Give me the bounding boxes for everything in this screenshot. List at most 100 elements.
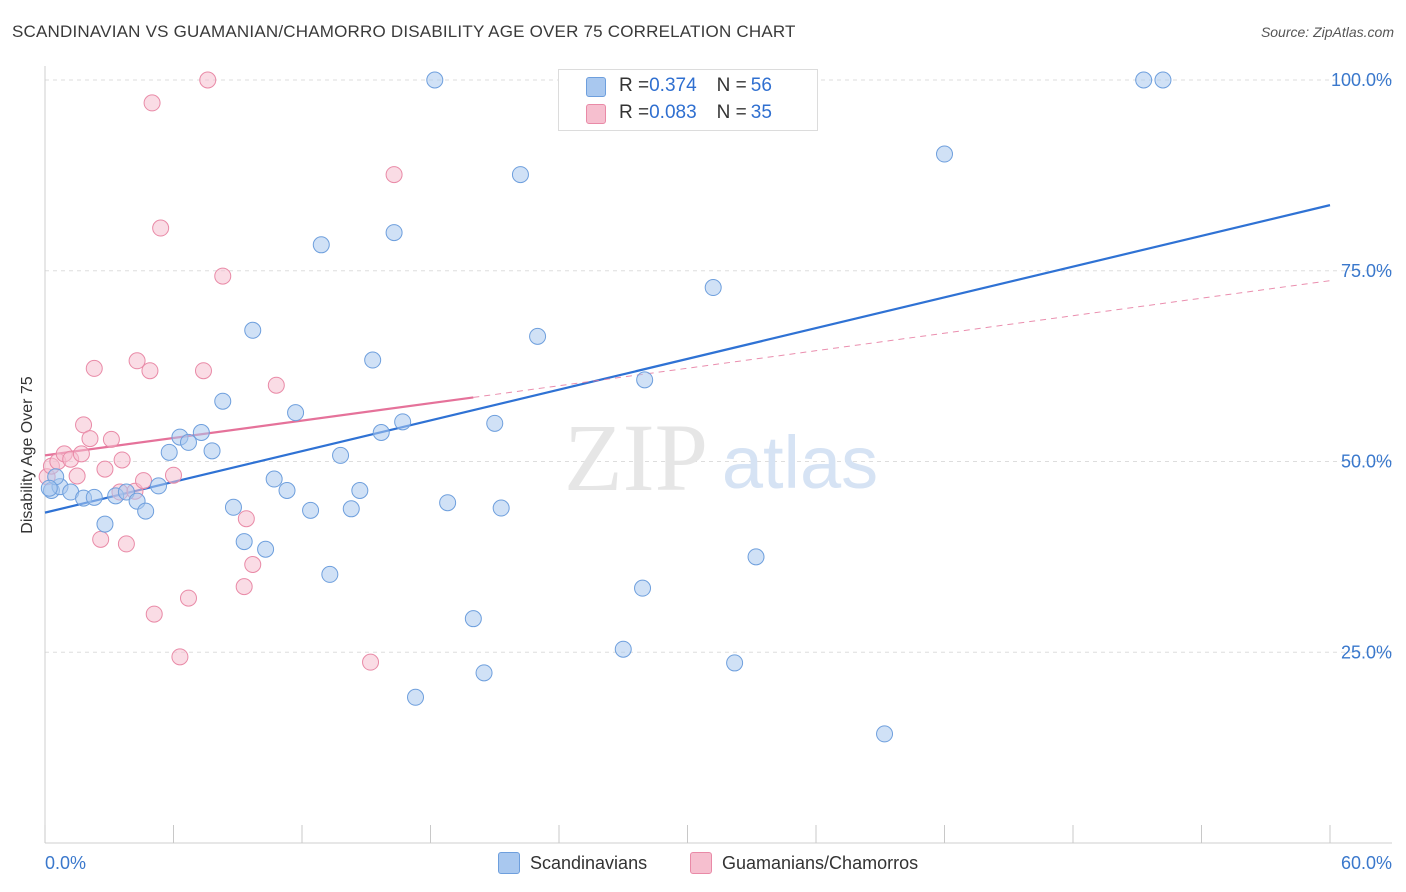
guamanian-point [92, 530, 110, 548]
guamanian-point [179, 589, 197, 607]
scandinavian-point [747, 548, 765, 566]
x-tick-label: 60.0% [1341, 853, 1392, 873]
guamanian-point [171, 648, 189, 666]
scandinavian-point [85, 488, 103, 506]
stats-row-scandinavian: R = 0.374 N = 56 [559, 74, 772, 98]
n-label: N = [716, 102, 747, 123]
watermark-zip: ZIP [564, 404, 708, 511]
guamanian-point [214, 267, 232, 285]
guamanian-trend-extension [473, 280, 1331, 398]
guamanian-point [235, 578, 253, 596]
n-label: N = [716, 75, 747, 96]
tick-labels: 25.0% 50.0% 75.0% 100.0% 0.0% 60.0% [45, 70, 1392, 873]
scandinavian-point [203, 442, 221, 460]
scandinavian-point [636, 371, 654, 389]
scandinavian-point [704, 279, 722, 297]
guamanian-point [81, 430, 99, 448]
guamanian-point [194, 362, 212, 380]
watermark: ZIP atlas [564, 404, 878, 511]
scandinavian-point [486, 414, 504, 432]
guamanian-points [38, 71, 403, 671]
scandinavian-point [244, 321, 262, 339]
guamanian-point [135, 472, 153, 490]
guamanian-point [96, 460, 114, 478]
guamanian-point [165, 466, 182, 484]
guamanian-point [85, 359, 103, 377]
scandinavian-point [385, 224, 403, 242]
chart-title: SCANDINAVIAN VS GUAMANIAN/CHAMORRO DISAB… [12, 22, 796, 41]
guamanian-point [362, 653, 380, 671]
y-tick-label: 75.0% [1341, 261, 1392, 281]
legend-swatch-blue [498, 852, 520, 874]
scandinavian-trend-line [44, 204, 1331, 514]
scandinavian-point [364, 351, 382, 369]
guamanian-point [72, 445, 90, 463]
scandinavian-point [511, 166, 529, 184]
y-tick-label: 25.0% [1341, 642, 1392, 662]
scandinavian-point [278, 481, 296, 499]
n-value: 35 [750, 102, 772, 123]
r-value: 0.083 [649, 102, 697, 123]
guamanian-point [102, 430, 120, 448]
stats-row-guamanian: R = 0.083 N = 35 [559, 101, 772, 125]
legend-blue-swatch [586, 77, 606, 97]
scandinavian-point [372, 424, 390, 442]
guamanian-point [145, 605, 163, 623]
scandinavian-point [192, 424, 210, 442]
scandinavian-point [464, 610, 482, 628]
scandinavian-point [726, 654, 744, 672]
legend-swatch-pink [690, 852, 712, 874]
guamanian-point [267, 376, 285, 394]
guamanian-point [199, 71, 217, 89]
scandinavian-point [321, 565, 339, 583]
y-axis-label: Disability Age Over 75 [19, 376, 36, 534]
scandinavian-point [179, 433, 197, 451]
guamanian-point [128, 352, 146, 370]
guamanian-point [237, 510, 255, 528]
r-label: R = [619, 75, 650, 96]
series-legend: Scandinavians Guamanians/Chamorros [0, 852, 1406, 876]
scandinavian-point [287, 404, 305, 422]
y-tick-label: 100.0% [1331, 70, 1392, 90]
r-value: 0.374 [649, 75, 697, 96]
scandinavian-point [150, 477, 168, 495]
guamanian-point [152, 219, 170, 237]
scandinavian-point [265, 470, 283, 488]
axes [44, 66, 1392, 844]
scandinavian-point [302, 501, 320, 519]
legend-pink-swatch [586, 104, 606, 124]
scandinavian-point [439, 494, 457, 512]
scandinavian-point [475, 664, 493, 682]
legend-label: Scandinavians [530, 852, 648, 873]
legend-item-scandinavians: Scandinavians [498, 852, 647, 874]
r-label: R = [619, 102, 650, 123]
n-value: 56 [750, 75, 772, 96]
scandinavian-point [426, 71, 444, 89]
watermark-atlas: atlas [722, 421, 878, 504]
scandinavian-point [257, 540, 275, 558]
scandinavian-point [529, 327, 547, 345]
x-tick-label: 0.0% [45, 853, 86, 873]
guamanian-point [68, 467, 86, 485]
guamanian-point [141, 362, 159, 380]
guamanian-point [143, 94, 161, 112]
guamanian-point [385, 166, 403, 184]
scandinavian-point [214, 392, 232, 410]
scandinavian-point [492, 499, 510, 517]
scandinavian-point [876, 725, 894, 743]
scandinavian-point [1154, 71, 1172, 89]
scandinavian-point [1135, 71, 1153, 89]
scandinavian-point [312, 236, 330, 254]
scandinavian-point [407, 688, 425, 706]
legend-item-guamanians: Guamanians/Chamorros [690, 852, 918, 874]
scandinavian-point [936, 145, 953, 163]
scandinavian-point [614, 640, 632, 658]
scandinavian-point [137, 502, 155, 520]
guamanian-point [117, 535, 135, 553]
scandinavian-point [342, 500, 360, 518]
stats-legend: R = 0.374 N = 56 R = 0.083 N = 35 [558, 69, 818, 131]
scandinavian-point [235, 533, 253, 551]
guamanian-point [75, 416, 93, 434]
gridlines [45, 79, 1392, 653]
